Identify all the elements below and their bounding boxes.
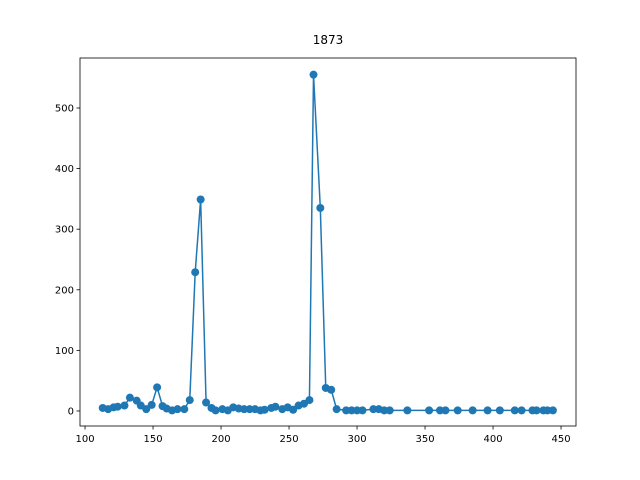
marker — [185, 396, 194, 405]
marker — [332, 405, 341, 414]
marker — [196, 195, 205, 204]
chart-title: 1873 — [313, 33, 344, 47]
marker — [425, 406, 434, 415]
plot-frame — [79, 57, 577, 427]
x-tick-label: 350 — [415, 434, 434, 445]
marker — [289, 405, 298, 414]
y-tick-label: 500 — [55, 103, 74, 114]
marker — [532, 406, 541, 415]
marker — [120, 401, 129, 410]
marker — [483, 406, 492, 415]
marker — [327, 385, 336, 394]
x-tick-label: 200 — [211, 434, 230, 445]
marker — [142, 405, 151, 414]
marker — [113, 402, 122, 411]
marker — [153, 383, 162, 392]
y-tick-label: 400 — [55, 164, 74, 175]
y-tick-label: 300 — [55, 225, 74, 236]
x-tick-label: 150 — [143, 434, 162, 445]
marker — [125, 393, 134, 402]
marker — [453, 406, 462, 415]
x-tick-label: 300 — [347, 434, 366, 445]
marker — [548, 406, 557, 415]
marker — [316, 203, 325, 212]
y-tick-label: 200 — [55, 285, 74, 296]
x-tick-label: 250 — [279, 434, 298, 445]
y-tick-label: 100 — [55, 346, 74, 357]
marker — [403, 406, 412, 415]
marker — [180, 405, 189, 414]
marker — [211, 406, 220, 415]
marker — [358, 406, 367, 415]
marker — [202, 398, 211, 407]
marker — [309, 70, 318, 79]
marker — [271, 402, 280, 411]
marker — [260, 405, 269, 414]
y-tick-label: 0 — [68, 406, 74, 417]
marker — [147, 400, 156, 409]
marker — [468, 406, 477, 415]
marker — [441, 406, 450, 415]
marker — [173, 405, 182, 414]
marker — [510, 406, 519, 415]
marker — [495, 406, 504, 415]
x-tick-label: 450 — [551, 434, 570, 445]
marker — [385, 406, 394, 415]
marker — [191, 268, 200, 277]
marker — [305, 396, 314, 405]
x-tick-label: 100 — [75, 434, 94, 445]
x-tick-label: 400 — [483, 434, 502, 445]
marker — [517, 406, 526, 415]
